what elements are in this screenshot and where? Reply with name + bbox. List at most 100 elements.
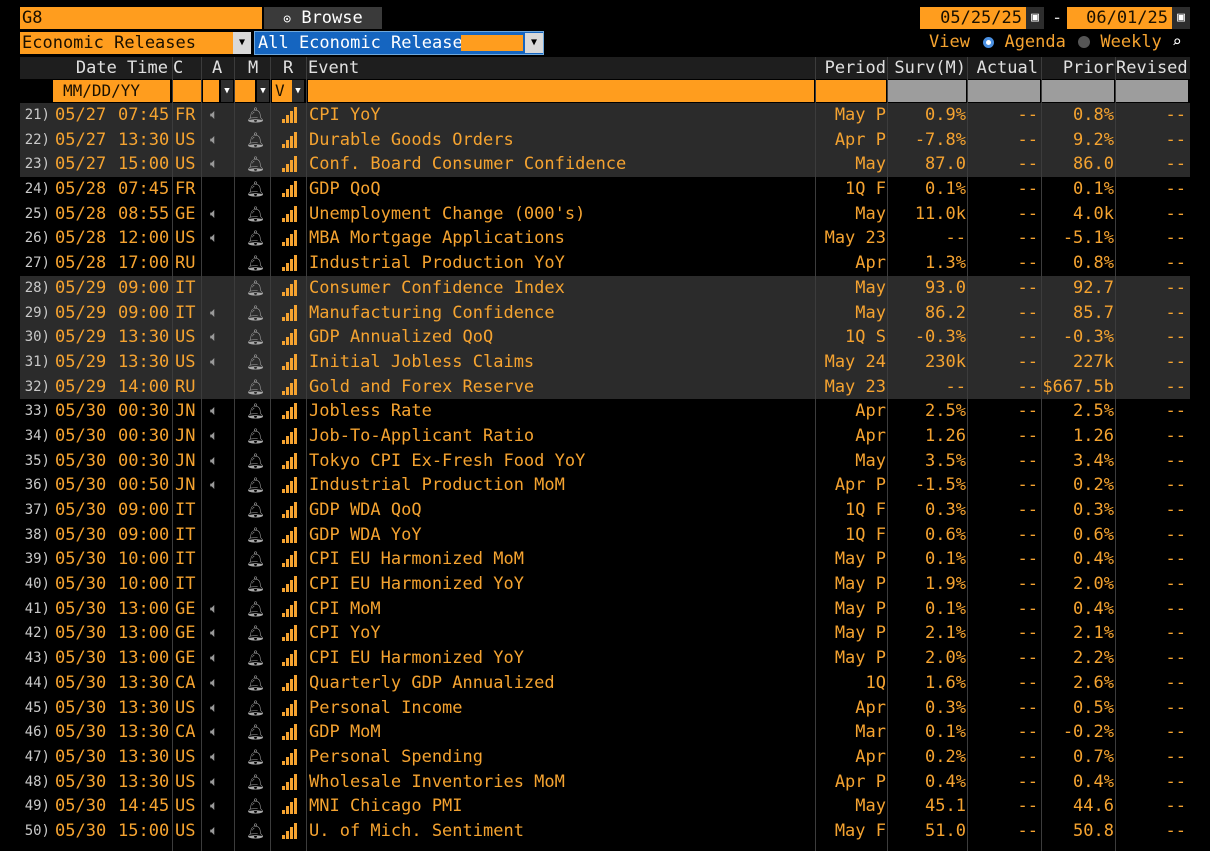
table-row[interactable]: 43) 05/30 13:00 GE 🔈︎ 🔔︎ CPI EU Harmoniz…: [20, 646, 1190, 671]
table-row[interactable]: 35) 05/30 00:30 JN 🔈︎ 🔔︎ Tokyo CPI Ex-Fr…: [20, 449, 1190, 474]
speaker-icon[interactable]: 🔈︎: [210, 748, 219, 765]
bell-icon[interactable]: 🔔︎: [246, 229, 266, 248]
event-name[interactable]: Manufacturing Confidence: [309, 302, 555, 323]
bell-icon[interactable]: 🔔︎: [246, 821, 266, 840]
speaker-icon[interactable]: 🔈︎: [210, 427, 219, 444]
speaker-icon[interactable]: 🔈︎: [210, 822, 219, 839]
table-row[interactable]: 49) 05/30 14:45 US 🔈︎ 🔔︎ MNI Chicago PMI…: [20, 794, 1190, 819]
event-name[interactable]: CPI EU Harmonized YoY: [309, 574, 524, 595]
table-row[interactable]: 44) 05/30 13:30 CA 🔈︎ 🔔︎ Quarterly GDP A…: [20, 671, 1190, 696]
bell-icon[interactable]: 🔔︎: [246, 254, 266, 273]
event-name[interactable]: GDP WDA YoY: [309, 524, 422, 545]
table-row[interactable]: 29) 05/29 09:00 IT 🔈︎ 🔔︎ Manufacturing C…: [20, 300, 1190, 326]
bell-icon[interactable]: 🔔︎: [246, 673, 266, 692]
radio-agenda[interactable]: [983, 36, 995, 48]
speaker-icon[interactable]: 🔈︎: [210, 452, 219, 469]
table-row[interactable]: 26) 05/28 12:00 US 🔈︎ 🔔︎ MBA Mortgage Ap…: [20, 226, 1190, 251]
speaker-icon[interactable]: [210, 572, 230, 597]
chevron-down-icon[interactable]: ▼: [292, 80, 304, 102]
bell-icon[interactable]: 🔔︎: [246, 155, 266, 174]
speaker-icon[interactable]: [210, 498, 230, 523]
period-filter-input[interactable]: [816, 80, 886, 102]
bell-icon[interactable]: 🔔︎: [246, 352, 266, 371]
bell-icon[interactable]: 🔔︎: [246, 698, 266, 717]
event-name[interactable]: Jobless Rate: [309, 401, 432, 422]
col-actual[interactable]: Actual: [976, 58, 1038, 78]
table-row[interactable]: 37) 05/30 09:00 IT 🔔︎ GDP WDA QoQ 1Q F 0…: [20, 498, 1190, 523]
bell-icon[interactable]: 🔔︎: [246, 550, 266, 569]
event-name[interactable]: Quarterly GDP Annualized: [309, 672, 555, 693]
speaker-icon[interactable]: [210, 177, 230, 202]
col-country[interactable]: C: [173, 58, 184, 78]
event-name[interactable]: Gold and Forex Reserve: [309, 376, 535, 397]
bell-icon[interactable]: 🔔︎: [246, 377, 266, 396]
table-row[interactable]: 47) 05/30 13:30 US 🔈︎ 🔔︎ Personal Spendi…: [20, 745, 1190, 770]
bell-icon[interactable]: 🔔︎: [246, 501, 266, 519]
bell-icon[interactable]: 🔔︎: [246, 624, 266, 643]
event-name[interactable]: Unemployment Change (000's): [309, 203, 586, 224]
event-name[interactable]: CPI YoY: [309, 105, 381, 125]
bell-icon[interactable]: 🔔︎: [246, 451, 266, 470]
table-row[interactable]: 33) 05/30 00:30 JN 🔈︎ 🔔︎ Jobless Rate Ap…: [20, 399, 1190, 424]
event-filter-input[interactable]: [308, 80, 814, 102]
event-name[interactable]: Personal Income: [309, 697, 463, 718]
table-row[interactable]: 21) 05/27 07:45 FR 🔈︎ 🔔︎ CPI YoY May P 0…: [20, 103, 1190, 128]
speaker-icon[interactable]: 🔈︎: [210, 773, 219, 790]
view-agenda-label[interactable]: Agenda: [1004, 32, 1066, 52]
calendar-icon[interactable]: ▣: [1026, 7, 1044, 29]
bell-icon[interactable]: 🔔︎: [246, 180, 266, 199]
table-row[interactable]: 31) 05/29 13:30 US 🔈︎ 🔔︎ Initial Jobless…: [20, 349, 1190, 375]
speaker-icon[interactable]: [210, 276, 230, 301]
bell-icon[interactable]: 🔔︎: [246, 278, 266, 297]
event-name[interactable]: Industrial Production MoM: [309, 475, 565, 496]
event-name[interactable]: CPI EU Harmonized YoY: [309, 648, 524, 669]
event-name[interactable]: Initial Jobless Claims: [309, 351, 535, 372]
bell-icon[interactable]: 🔔︎: [246, 402, 266, 421]
col-datetime[interactable]: Date Time: [75, 58, 168, 78]
speaker-icon[interactable]: 🔈︎: [210, 600, 219, 617]
event-name[interactable]: MBA Mortgage Applications: [309, 228, 565, 249]
bell-icon[interactable]: 🔔︎: [246, 130, 266, 149]
table-row[interactable]: 25) 05/28 08:55 GE 🔈︎ 🔔︎ Unemployment Ch…: [20, 202, 1190, 227]
date-to-field[interactable]: 06/01/25 ▣: [1067, 7, 1190, 29]
date-filter-input[interactable]: MM/DD/YY: [53, 80, 170, 102]
col-event[interactable]: Event: [308, 58, 360, 78]
table-row[interactable]: 38) 05/30 09:00 IT 🔔︎ GDP WDA YoY 1Q F 0…: [20, 523, 1190, 548]
actual-filter[interactable]: [968, 80, 1040, 102]
speaker-icon[interactable]: 🔈︎: [210, 724, 219, 741]
event-name[interactable]: Tokyo CPI Ex-Fresh Food YoY: [309, 450, 586, 471]
bell-icon[interactable]: 🔔︎: [246, 772, 266, 791]
speaker-icon[interactable]: 🔈︎: [210, 699, 219, 716]
search-settings-icon[interactable]: ⌕: [1172, 32, 1182, 51]
speaker-icon[interactable]: 🔈︎: [210, 477, 219, 494]
speaker-icon[interactable]: [210, 547, 230, 572]
speaker-icon[interactable]: 🔈︎: [210, 156, 219, 173]
calendar-icon[interactable]: ▣: [1172, 7, 1190, 29]
chevron-down-icon[interactable]: ▼: [221, 80, 233, 102]
event-name[interactable]: U. of Mich. Sentiment: [309, 820, 524, 841]
table-row[interactable]: 30) 05/29 13:30 US 🔈︎ 🔔︎ GDP Annualized …: [20, 325, 1190, 350]
event-name[interactable]: CPI YoY: [309, 623, 381, 644]
table-row[interactable]: 50) 05/30 15:00 US 🔈︎ 🔔︎ U. of Mich. Sen…: [20, 819, 1190, 844]
bell-icon[interactable]: 🔔︎: [246, 204, 266, 223]
bell-icon[interactable]: 🔔︎: [246, 525, 266, 544]
speaker-icon[interactable]: 🔈︎: [210, 205, 219, 222]
country-filter[interactable]: [173, 80, 201, 102]
bell-icon[interactable]: 🔔︎: [246, 328, 266, 347]
view-weekly-label[interactable]: Weekly: [1100, 32, 1162, 52]
audio-filter[interactable]: [203, 80, 219, 102]
table-row[interactable]: 23) 05/27 15:00 US 🔈︎ 🔔︎ Conf. Board Con…: [20, 152, 1190, 178]
speaker-icon[interactable]: [210, 523, 230, 548]
table-row[interactable]: 32) 05/29 14:00 RU 🔔︎ Gold and Forex Res…: [20, 374, 1190, 400]
event-name[interactable]: MNI Chicago PMI: [309, 796, 463, 817]
bell-icon[interactable]: 🔔︎: [246, 303, 266, 322]
relevance-filter[interactable]: V: [272, 80, 292, 102]
speaker-icon[interactable]: 🔈︎: [210, 625, 219, 642]
speaker-icon[interactable]: 🔈︎: [210, 650, 219, 667]
monitor-filter[interactable]: [235, 80, 255, 102]
bell-icon[interactable]: 🔔︎: [246, 723, 266, 742]
event-name[interactable]: GDP QoQ: [309, 179, 381, 200]
col-prior[interactable]: Prior: [1062, 58, 1114, 78]
table-row[interactable]: 28) 05/29 09:00 IT 🔔︎ Consumer Confidenc…: [20, 275, 1190, 301]
speaker-icon[interactable]: [210, 375, 230, 400]
